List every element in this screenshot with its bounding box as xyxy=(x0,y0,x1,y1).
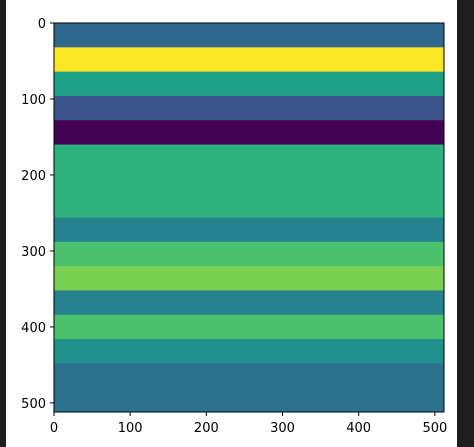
heatmap-band xyxy=(54,168,444,194)
heatmap-bands xyxy=(54,23,444,413)
heatmap-band xyxy=(54,266,444,291)
heatmap-band xyxy=(54,217,444,243)
x-axis: 0 100 200 300 400 500 xyxy=(50,412,447,436)
x-tick-label: 400 xyxy=(346,421,371,436)
figure-canvas: 0 100 200 300 400 500 0 100 200 300 400 500 xyxy=(6,0,457,447)
x-tick-label: 500 xyxy=(422,421,447,436)
heatmap-band xyxy=(54,241,444,267)
heatmap-band xyxy=(54,23,444,48)
heatmap-band xyxy=(54,314,444,340)
y-tick-label: 500 xyxy=(21,397,46,412)
heatmap-band xyxy=(54,144,444,170)
x-tick-label: 100 xyxy=(118,421,143,436)
heatmap-band xyxy=(54,363,444,389)
y-tick-label: 300 xyxy=(21,245,46,260)
y-tick-label: 0 xyxy=(38,17,46,32)
heatmap-band xyxy=(54,339,444,364)
x-tick-label: 300 xyxy=(270,421,295,436)
y-axis: 0 100 200 300 400 500 xyxy=(21,17,54,412)
heatmap-band xyxy=(54,47,444,73)
heatmap-band xyxy=(54,387,444,413)
x-tick-label: 200 xyxy=(194,421,219,436)
axes-frame xyxy=(53,22,445,413)
heatmap-band xyxy=(54,193,444,218)
x-tick-label: 0 xyxy=(50,421,58,436)
heatmap-chart: 0 100 200 300 400 500 0 100 200 300 400 500 xyxy=(21,17,447,436)
heatmap-band xyxy=(54,290,444,316)
y-tick-label: 100 xyxy=(21,93,46,108)
heatmap-band xyxy=(54,95,444,121)
heatmap-band xyxy=(54,71,444,97)
heatmap-band xyxy=(54,120,444,146)
y-tick-label: 400 xyxy=(21,321,46,336)
y-tick-label: 200 xyxy=(21,169,46,184)
